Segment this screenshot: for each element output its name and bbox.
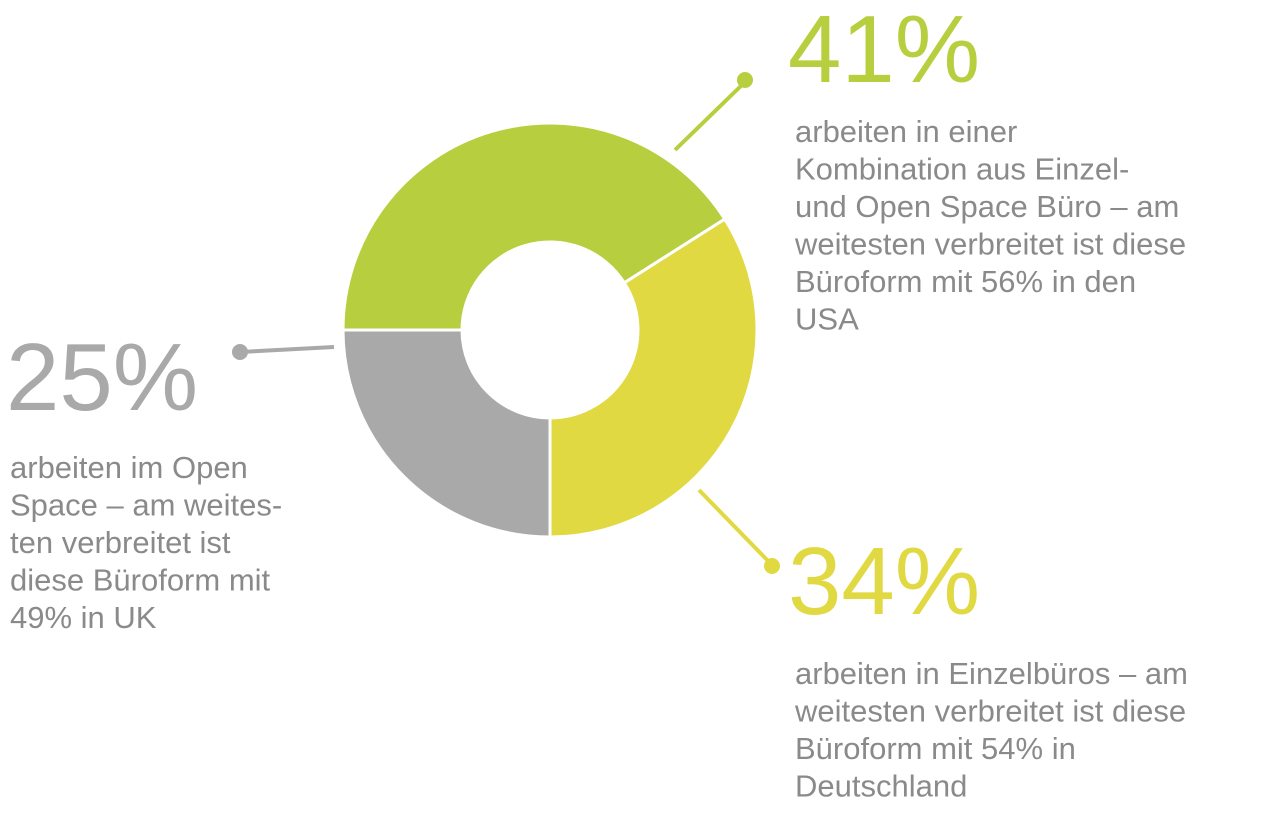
leader-line — [697, 488, 773, 566]
description-line: weitesten verbreitet ist diese — [794, 694, 1186, 729]
slice — [341, 328, 552, 539]
value-label: 25% — [6, 324, 198, 431]
description-line: arbeiten in einer — [795, 114, 1017, 149]
description-line: weitesten verbreitet ist diese — [794, 227, 1186, 262]
description-line: und Open Space Büro – am — [795, 189, 1179, 224]
leader-dot — [232, 344, 248, 360]
description-line: arbeiten im Open — [10, 450, 248, 485]
leader-line — [673, 80, 747, 152]
slice — [548, 217, 759, 539]
description-line: Büroform mit 54% in — [795, 731, 1076, 766]
description-line: arbeiten in Einzelbüros – am — [795, 656, 1188, 691]
description-line: USA — [795, 302, 859, 337]
description-line: Deutschland — [795, 769, 967, 804]
value-label: 41% — [788, 0, 980, 103]
description-line: 49% in UK — [10, 600, 157, 635]
leader-lines — [232, 72, 780, 574]
leader-line — [239, 345, 335, 354]
leader-dot — [764, 558, 780, 574]
description-line: Space – am weites- — [10, 488, 282, 523]
description-line: Kombination aus Einzel- — [795, 152, 1129, 187]
description-line: ten verbreitet ist — [10, 525, 231, 560]
leader-dot — [737, 72, 753, 88]
value-label: 34% — [788, 528, 980, 635]
description-line: Büroform mit 56% in den — [795, 264, 1136, 299]
description-line: diese Büroform mit — [10, 563, 271, 598]
